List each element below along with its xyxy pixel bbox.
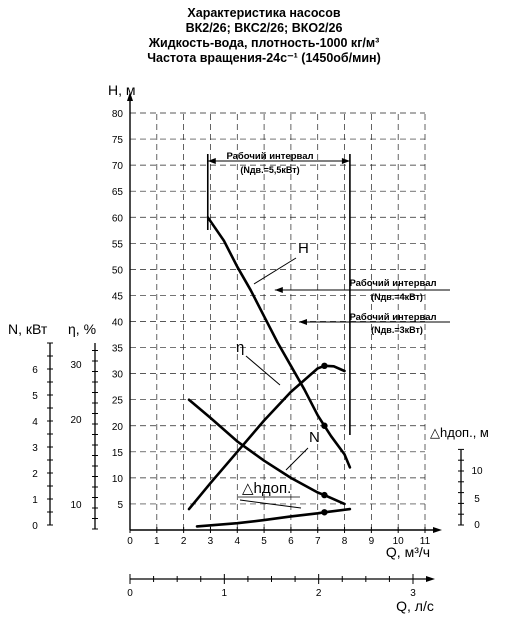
head-label-leader [253, 257, 297, 285]
x-tick-label: 3 [208, 536, 214, 547]
power-tick-label: 3 [32, 443, 38, 454]
x-tick-label: 11 [420, 536, 431, 547]
x-tick-label: 4 [234, 536, 240, 547]
labels: 0 1 2 3 4 5 6 7 8 9 10 1151015202530354045505560657… [8, 82, 489, 614]
npsh-curve-point [321, 509, 328, 516]
power-tick-label: 4 [32, 417, 38, 428]
interval-main-arrow-left [207, 158, 216, 164]
efficiency-tick-label: 10 [70, 500, 82, 511]
y-tick-label: 60 [112, 213, 124, 224]
power-label-leader [285, 447, 309, 471]
y-tick-label: 70 [112, 161, 124, 172]
power-curve-point [321, 491, 328, 499]
interval-4kw-label: Рабочий интервал [349, 278, 436, 289]
power-label: N [309, 429, 320, 446]
x-axis-arrow [433, 527, 442, 533]
interval-3kw-sub: (Nдв.=3кВт) [371, 325, 423, 335]
x-tick-label: 8 [342, 536, 348, 547]
y-tick-label: 30 [112, 370, 124, 381]
y-tick-label: 65 [112, 187, 124, 198]
title-line-1: Характеристика насосов [187, 6, 341, 20]
interval-4kw-sub: (Nдв.=4кВт) [371, 292, 423, 302]
y-tick-label: 25 [112, 396, 124, 407]
npsh-label-leader [239, 499, 302, 509]
head-curve-point [321, 422, 328, 429]
y-tick-label: 40 [112, 318, 124, 329]
title-line-2: ВК2/26; ВКС2/26; ВКО2/26 [185, 21, 343, 35]
npsh-axis-title: △hдоп., м [430, 425, 489, 440]
x-tick-label: 9 [369, 536, 375, 547]
y-tick-label: 50 [112, 265, 124, 276]
efficiency-curve-point [321, 362, 328, 370]
q-ls-tick-label: 2 [316, 588, 322, 599]
interval-3kw-label: Рабочий интервал [349, 312, 436, 323]
y-tick-label: 5 [117, 500, 123, 511]
y-tick-label: 15 [112, 448, 124, 459]
head-label: H [298, 240, 309, 257]
x-tick-label: 0 [127, 536, 133, 547]
q-ls-tick-label: 1 [222, 588, 228, 599]
interval-main-arrow-right [341, 158, 350, 164]
x-tick-label: 5 [261, 536, 267, 547]
y-tick-label: 10 [112, 474, 124, 485]
power-tick-label: 5 [32, 391, 38, 402]
power-tick-label: 2 [32, 469, 38, 480]
curves [187, 216, 352, 528]
axes [47, 92, 464, 584]
npsh-tick-label: 5 [474, 494, 480, 505]
interval-main-label: Рабочий интервал [226, 151, 313, 162]
head-curve [206, 216, 352, 469]
power-tick-label: 1 [32, 495, 38, 506]
npsh-tick-label: 0 [474, 520, 480, 531]
x-tick-label: 1 [154, 536, 160, 547]
x-tick-label: 2 [181, 536, 187, 547]
interval-main-sub: (Nдв.=5,5кВт) [240, 165, 299, 175]
x-tick-label: 10 [393, 536, 405, 547]
y-tick-label: 35 [112, 344, 124, 355]
q-ls-axis-title: Q, л/с [396, 598, 434, 614]
efficiency-tick-label: 30 [70, 360, 82, 371]
interval-3kw-arrow [298, 319, 307, 325]
x-tick-label: 7 [315, 536, 321, 547]
q-ls-tick-label: 3 [410, 588, 416, 599]
efficiency-label-leader [245, 355, 281, 386]
x-axis-title: Q, м³/ч [386, 544, 430, 560]
y-axis-arrow [127, 92, 133, 101]
interval-4kw-arrow [274, 287, 283, 293]
y-tick-label: 20 [112, 422, 124, 433]
power-axis-title: N, кВт [8, 321, 48, 337]
y-tick-label: 45 [112, 291, 124, 302]
npsh-label: △hдоп. [242, 480, 291, 497]
power-tick-label: 0 [32, 521, 38, 532]
chart-title-block: Характеристика насосов ВК2/26; ВКС2/26; … [0, 6, 528, 66]
y-axis-title: H, м [108, 82, 136, 98]
npsh-tick-label: 10 [471, 466, 483, 477]
title-line-4: Частота вращения-24с⁻¹ (1450об/мин) [147, 51, 381, 65]
y-tick-label: 80 [112, 109, 124, 120]
y-tick-label: 55 [112, 239, 124, 250]
x-tick-label: 6 [288, 536, 294, 547]
q-ls-axis-arrow [426, 576, 435, 582]
efficiency-curve [187, 364, 346, 511]
power-tick-label: 6 [32, 365, 38, 376]
q-ls-tick-label: 0 [127, 588, 133, 599]
title-line-3: Жидкость-вода, плотность-1000 кг/м³ [148, 36, 380, 50]
efficiency-tick-label: 20 [70, 415, 82, 426]
efficiency-axis-title: η, % [68, 321, 96, 337]
efficiency-label: η [236, 339, 244, 356]
y-tick-label: 75 [112, 135, 124, 146]
